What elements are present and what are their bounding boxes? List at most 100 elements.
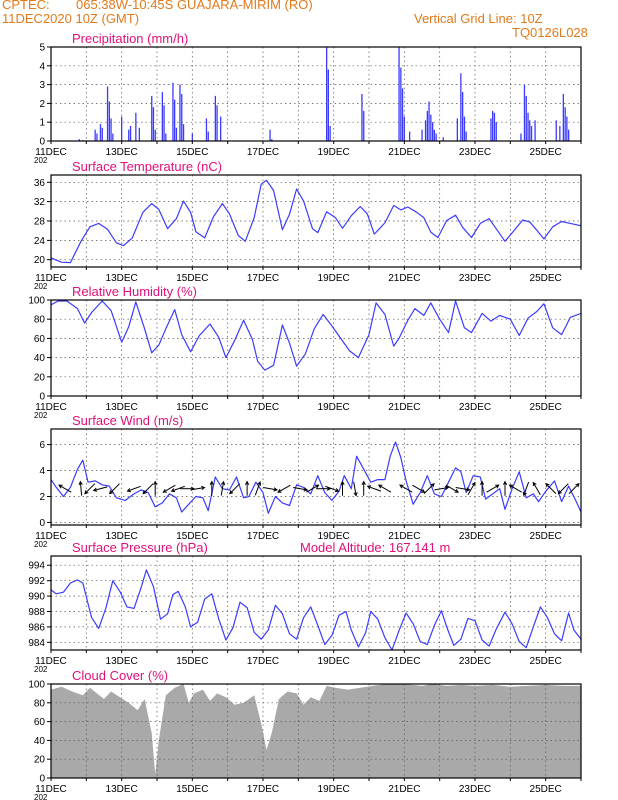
wind-arrow-head [314, 484, 320, 489]
x-tick-label: 13DEC [106, 273, 138, 284]
code-label: TQ0126L028 [512, 25, 588, 40]
wind-arrow [558, 483, 569, 494]
precip-bar [409, 131, 411, 141]
cloud-panel: 0 20 40 60 80 100 11DEC 13DEC 15DEC 17DEC 19DEC 21D… [28, 668, 582, 800]
precip-bar [523, 84, 526, 141]
precip-bar [327, 69, 329, 141]
wind-line [51, 441, 581, 514]
wind-arrow [412, 484, 425, 493]
wind-arrow [229, 483, 241, 494]
x-tick-label: 11DEC [35, 147, 67, 158]
wind-arrow-head [162, 488, 167, 493]
precip-bar [426, 110, 428, 141]
precip-bar [424, 120, 427, 141]
x-tick-label: 15DEC [176, 656, 208, 667]
location-label: 065:38W-10:45S GUAJARA-MIRIM (RO) [76, 0, 313, 12]
x-tick-label: 23DEC [459, 147, 491, 158]
gridlines [51, 175, 581, 267]
precip-bar [165, 133, 167, 141]
year-label: 202 [34, 282, 48, 291]
gridlines [51, 556, 581, 650]
wind-arrow [399, 484, 413, 493]
precip-bar [527, 112, 529, 141]
x-tick-label: 17DEC [247, 531, 279, 542]
x-tick-label: 25DEC [530, 273, 562, 284]
wind-arrow-head [153, 480, 158, 485]
precip-bar [329, 126, 331, 141]
wind-arrow-head [532, 481, 537, 487]
temp-title: Surface Temperature (nC) [72, 159, 222, 174]
wind-arrow-head [58, 484, 63, 489]
pres-panel: 984 986 988 990 992 994 11DEC 13DEC 15DEC 17DEC 19… [28, 540, 582, 674]
x-tick-label: 19DEC [318, 273, 350, 284]
precip-bar [151, 95, 153, 141]
x-tick-label: 19DEC [318, 784, 350, 795]
cloud-area [51, 684, 581, 778]
gridlines [51, 429, 581, 525]
wind-arrow-head [221, 480, 226, 486]
precip-bar [430, 114, 432, 141]
precip-bar [154, 129, 156, 141]
precip-bar [463, 116, 466, 141]
wind-arrow-head [366, 485, 372, 490]
gridlines [51, 47, 581, 141]
x-tick-label: 21DEC [388, 402, 420, 413]
plot-frame [50, 555, 582, 651]
precip-bar [401, 88, 404, 141]
precip-bar [398, 47, 400, 141]
x-tick-label: 11DEC [35, 402, 67, 413]
rh-panel: 0 20 40 60 80 100 11DEC 13DEC 15DEC 17DEC 19DEC 21D… [28, 284, 582, 420]
precip-bar [138, 127, 140, 141]
precip-bar [271, 139, 273, 141]
precip-bar [465, 131, 467, 141]
precip-bar [534, 120, 536, 141]
precip-bar [525, 95, 527, 141]
x-tick-label: 13DEC [106, 656, 138, 667]
x-tick-label: 11DEC [35, 531, 67, 542]
precip-bar [530, 126, 533, 141]
x-tick-label: 17DEC [247, 784, 279, 795]
precip-bar [462, 92, 464, 141]
temp-panel: 20 24 28 32 36 11DEC 13DEC 15DEC 17DEC 19DEC 21DEC… [34, 159, 582, 291]
wind-arrow-head [557, 490, 562, 495]
wind-arrow-head [508, 484, 514, 489]
precip-bar [432, 122, 434, 141]
x-tick-label: 21DEC [388, 784, 420, 795]
wind-arrow [378, 484, 392, 493]
precip-bar [112, 133, 114, 141]
y-tick-label: 2 [39, 99, 45, 110]
wind-arrow-head [377, 484, 383, 489]
precip-bar [555, 120, 557, 141]
y-tick-label: 100 [28, 680, 45, 691]
x-tick-label: 23DEC [459, 656, 491, 667]
plot-frame [50, 299, 582, 397]
precip-bar [442, 137, 444, 141]
wind-arrow-head [84, 490, 89, 495]
year-label: 202 [34, 540, 48, 549]
wind-arrow [93, 486, 108, 491]
x-tick-label: 11DEC [35, 656, 67, 667]
y-tick-label: 988 [28, 607, 45, 618]
wind-arrow-head [495, 484, 500, 489]
wind-arrow-head [257, 481, 262, 486]
wind-arrow [523, 481, 530, 496]
y-tick-label: 40 [34, 353, 46, 364]
precip-bar [520, 133, 522, 141]
x-tick-label: 13DEC [106, 402, 138, 413]
precip-bar [78, 139, 80, 141]
precip-bar [326, 47, 328, 141]
x-tick-label: 17DEC [247, 147, 279, 158]
y-tick-label: 100 [28, 296, 45, 307]
wind-arrow [445, 484, 459, 493]
precip-bar [269, 129, 271, 141]
wind-arrow [467, 482, 476, 495]
wind-arrow [568, 483, 580, 494]
x-tick-label: 15DEC [176, 147, 208, 158]
y-tick-label: 2 [39, 492, 45, 503]
wind-arrow [486, 484, 499, 493]
x-tick-label: 17DEC [247, 273, 279, 284]
temp-line [51, 179, 581, 264]
wind-arrow-head [420, 488, 426, 493]
precip-bar [106, 86, 109, 141]
y-tick-label: 0 [39, 137, 45, 148]
